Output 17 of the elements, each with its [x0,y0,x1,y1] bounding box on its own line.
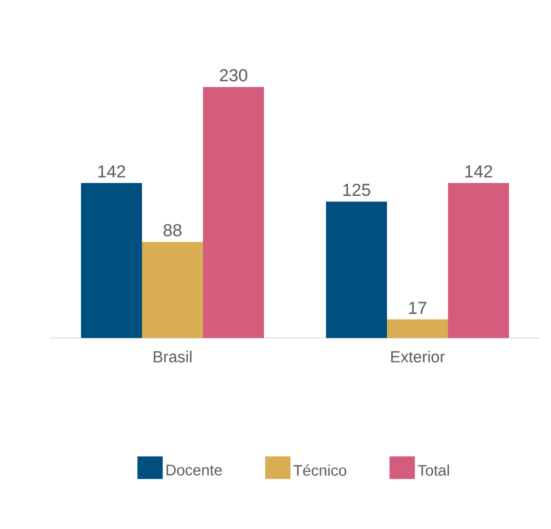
bar [386,319,448,338]
data-label: 88 [164,224,182,236]
data-label: 142 [98,165,126,178]
data-label: 17 [409,302,426,314]
data-label: 142 [465,165,492,178]
legend-label: Docente [166,464,222,476]
data-label: 125 [343,184,370,196]
legend-label: Total [418,464,449,476]
bar [203,87,264,338]
legend-label: Técnico [294,464,346,476]
bar [81,183,142,338]
data-label: 230 [220,69,248,82]
bar [326,202,387,338]
bar [142,242,204,338]
x-tick-label: Exterior [391,350,445,362]
bar [448,183,509,338]
x-tick-label: Brasil [154,350,192,362]
